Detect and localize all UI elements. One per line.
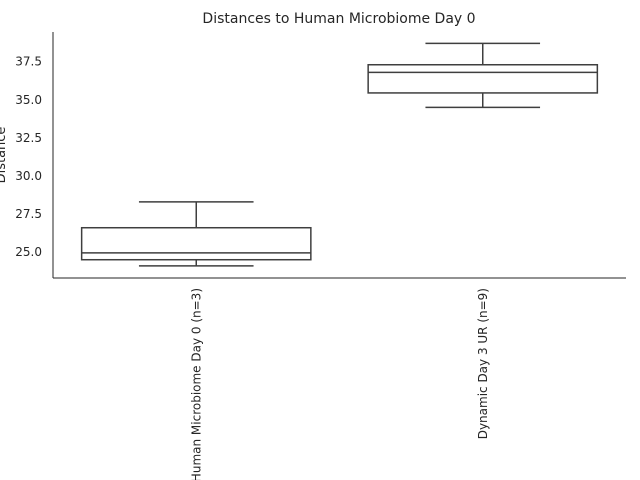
y-tick-label: 30.0 <box>15 169 42 183</box>
box-group <box>367 42 599 109</box>
y-tick-label: 27.5 <box>15 207 42 221</box>
chart-title: Distances to Human Microbiome Day 0 <box>202 11 475 27</box>
x-tick-label: Human Microbiome Day 0 (n=3) <box>189 288 203 480</box>
box-group <box>80 201 312 267</box>
y-tick-label: 32.5 <box>15 131 42 145</box>
y-tick-label: 25.0 <box>15 245 42 259</box>
plot-area <box>80 42 599 267</box>
iqr-box <box>80 226 312 261</box>
y-tick-label: 35.0 <box>15 93 42 107</box>
y-tick-label: 37.5 <box>15 55 42 69</box>
x-tick-label: Dynamic Day 3 UR (n=9) <box>476 288 490 439</box>
x-tick-group: Human Microbiome Day 0 (n=3) Dynamic Day … <box>189 288 490 480</box>
y-axis-label: Distance <box>0 127 9 184</box>
iqr-box <box>367 63 599 94</box>
y-tick-group: 25.0 27.5 30.0 32.5 35.0 37.5 <box>15 55 42 259</box>
